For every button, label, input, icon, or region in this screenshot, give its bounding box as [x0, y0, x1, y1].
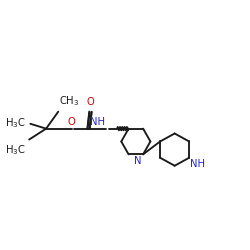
Text: CH$_3$: CH$_3$	[60, 94, 80, 108]
Text: NH: NH	[90, 117, 105, 127]
Text: H$_3$C: H$_3$C	[5, 143, 26, 157]
Text: NH: NH	[190, 160, 205, 170]
Text: O: O	[67, 117, 75, 127]
Text: O: O	[87, 97, 94, 107]
Text: H$_3$C: H$_3$C	[5, 116, 25, 130]
Text: N: N	[134, 156, 141, 166]
